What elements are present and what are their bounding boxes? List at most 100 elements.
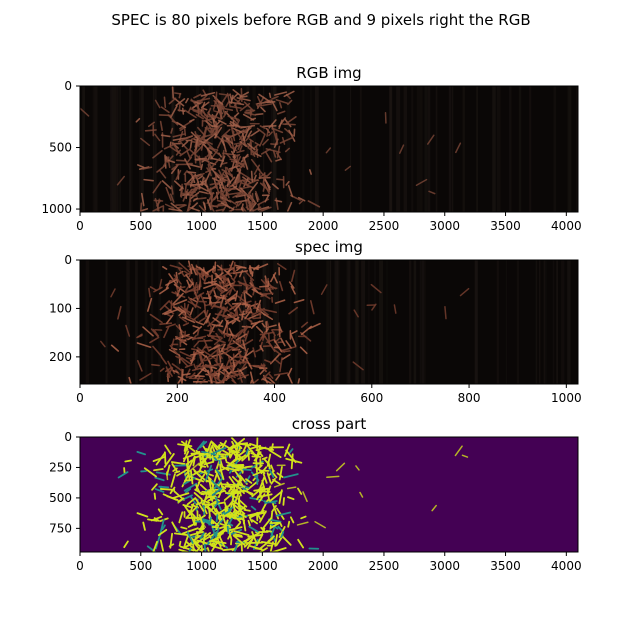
image-particle <box>142 521 146 531</box>
image-particle <box>210 157 221 169</box>
image-particle <box>222 178 230 182</box>
image-particle <box>232 314 239 317</box>
image-particle <box>225 292 238 303</box>
image-particle <box>282 123 296 126</box>
image-particle <box>281 353 291 361</box>
image-particle <box>181 369 184 384</box>
image-particle <box>136 342 152 349</box>
image-particle <box>182 504 193 509</box>
x-tick-label: 800 <box>458 391 481 405</box>
image-particle <box>244 270 255 281</box>
x-tick-label: 1000 <box>186 559 217 573</box>
image-particle <box>186 150 191 160</box>
image-particle <box>190 187 199 191</box>
image-particle <box>288 129 296 142</box>
image-particle <box>290 269 296 283</box>
image-band <box>310 86 312 212</box>
image-band <box>150 260 154 384</box>
image-band <box>273 260 278 384</box>
image-particle <box>186 279 191 288</box>
image-particle <box>202 101 206 108</box>
image-band <box>220 86 225 212</box>
image-particle <box>283 473 299 479</box>
image-particle <box>243 101 255 112</box>
image-particle <box>165 323 176 328</box>
image-band <box>105 260 108 384</box>
image-particle <box>237 512 247 518</box>
image-band <box>576 86 578 212</box>
image-particle <box>177 378 182 384</box>
image-band <box>92 86 95 212</box>
image-particle <box>247 519 251 527</box>
image-particle <box>222 547 237 552</box>
image-particle <box>227 522 234 527</box>
image-particle <box>227 313 241 323</box>
image-band <box>476 86 478 212</box>
image-particle <box>242 339 247 352</box>
image-particle <box>224 483 240 487</box>
image-particle <box>240 124 256 129</box>
image-particle <box>198 517 207 528</box>
image-particle <box>171 521 178 532</box>
image-particle <box>229 312 234 319</box>
image-particle <box>206 441 212 453</box>
image-particle <box>143 178 154 182</box>
image-particle <box>255 313 262 317</box>
image-particle <box>190 469 194 485</box>
image-particle <box>189 307 194 316</box>
image-particle <box>262 473 268 484</box>
image-particle <box>309 169 312 175</box>
image-particle <box>213 304 228 312</box>
image-particle <box>159 367 165 372</box>
image-particle <box>198 378 206 384</box>
image-particle <box>242 206 248 212</box>
image-band <box>509 86 512 212</box>
image-particle <box>219 468 225 480</box>
image-particle <box>223 513 235 519</box>
image-particle <box>187 455 196 470</box>
image-particle <box>393 304 397 314</box>
image-particle <box>212 191 221 201</box>
image-particle <box>206 318 213 330</box>
image-band <box>326 260 330 384</box>
image-band <box>129 86 132 212</box>
image-band <box>82 86 86 212</box>
x-tick-label: 2500 <box>369 559 400 573</box>
image-particle <box>214 346 229 351</box>
image-particle <box>139 202 143 212</box>
image-band <box>126 260 130 384</box>
image-particle <box>164 203 175 209</box>
image-particle <box>259 331 275 336</box>
image-particle <box>217 100 223 105</box>
image-particle <box>210 157 225 162</box>
image-particle <box>284 147 291 153</box>
image-band <box>110 86 113 212</box>
image-particle <box>194 138 199 152</box>
image-particle <box>218 351 223 360</box>
image-particle <box>183 272 191 278</box>
image-particle <box>260 294 268 298</box>
x-tick-label: 3500 <box>490 559 521 573</box>
image-particle <box>117 471 129 479</box>
image-particle <box>172 133 186 138</box>
image-particle <box>224 166 228 176</box>
image-particle <box>220 484 227 490</box>
image-particle <box>285 340 292 349</box>
image-particle <box>427 134 435 145</box>
image-particle <box>144 129 157 132</box>
image-particle <box>178 103 181 112</box>
image-particle <box>208 476 212 491</box>
image-particle <box>210 298 220 310</box>
image-particle <box>283 443 291 457</box>
image-particle <box>284 116 297 126</box>
image-particle <box>297 378 301 384</box>
image-particle <box>185 505 198 520</box>
image-band <box>475 260 478 384</box>
image-particle <box>250 471 260 482</box>
image-band <box>561 260 565 384</box>
image-particle <box>248 267 252 275</box>
image-band <box>374 260 376 384</box>
image-particle <box>175 335 186 343</box>
image-particle <box>228 281 236 296</box>
image-particle <box>206 110 210 120</box>
